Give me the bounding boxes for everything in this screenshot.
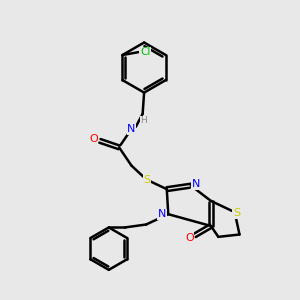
Text: S: S: [143, 175, 150, 185]
Text: S: S: [233, 208, 240, 218]
Text: O: O: [185, 233, 194, 243]
Text: H: H: [140, 116, 147, 125]
Text: N: N: [158, 209, 166, 219]
Text: O: O: [89, 134, 98, 144]
Text: N: N: [192, 179, 200, 189]
Text: Cl: Cl: [140, 47, 150, 57]
Text: N: N: [127, 124, 136, 134]
